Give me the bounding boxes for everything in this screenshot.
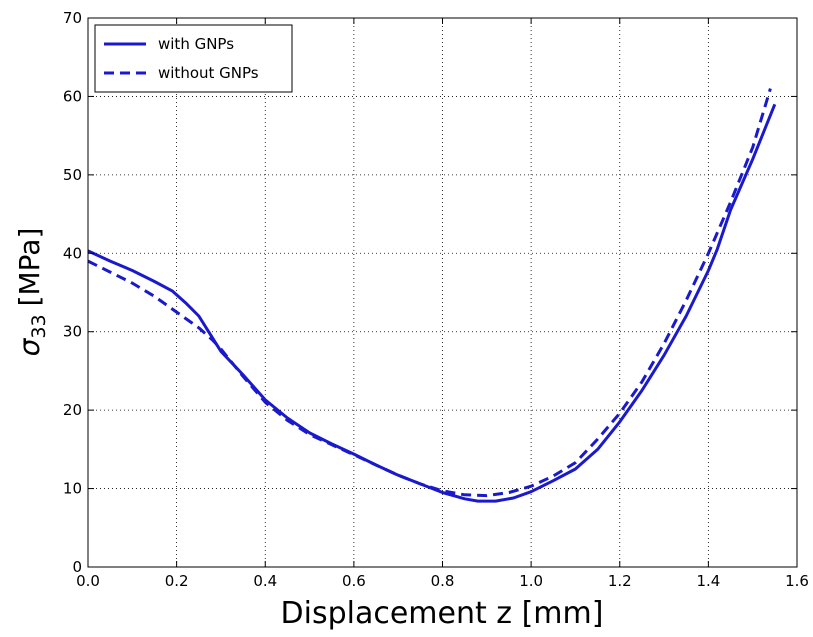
y-axis-title: σ33 [MPa] xyxy=(13,228,50,357)
y-tick-label: 40 xyxy=(63,244,82,262)
x-tick-label: 0.6 xyxy=(342,572,366,590)
series-lines xyxy=(87,88,777,503)
y-tick-label: 30 xyxy=(63,323,82,341)
x-tick-label: 1.0 xyxy=(519,572,543,590)
legend-box xyxy=(94,24,293,93)
series-line-without-gnps xyxy=(87,88,772,498)
y-tick-label: 70 xyxy=(63,9,82,27)
x-tick-label: 0.0 xyxy=(76,572,100,590)
x-tick-label: 1.4 xyxy=(696,572,720,590)
x-tick-label: 1.6 xyxy=(785,572,809,590)
x-tick-label: 0.4 xyxy=(253,572,277,590)
y-axis-symbol: σ xyxy=(13,337,46,356)
y-tick-label: 50 xyxy=(63,166,82,184)
y-axis-subscript: 33 xyxy=(28,314,50,338)
y-tick-label: 60 xyxy=(63,87,82,105)
y-tick-label: 0 xyxy=(72,558,82,576)
x-tick-label: 0.2 xyxy=(165,572,189,590)
y-tick-label: 20 xyxy=(63,401,82,419)
y-tick-labels: 0 10 20 30 40 50 60 70 xyxy=(63,9,82,576)
x-axis-title: Displacement z [mm] xyxy=(281,596,604,631)
x-tick-label: 1.2 xyxy=(608,572,632,590)
x-tick-labels: 0.0 0.2 0.4 0.6 0.8 1.0 1.2 1.4 1.6 xyxy=(76,572,809,590)
x-tick-label: 0.8 xyxy=(431,572,455,590)
ticks xyxy=(87,17,798,568)
legend: with GNPs without GNPs xyxy=(94,24,293,93)
y-tick-label: 10 xyxy=(63,480,82,498)
legend-label-without-gnps: without GNPs xyxy=(158,64,259,82)
legend-label-with-gnps: with GNPs xyxy=(158,35,234,53)
y-axis-unit: [MPa] xyxy=(13,228,46,307)
